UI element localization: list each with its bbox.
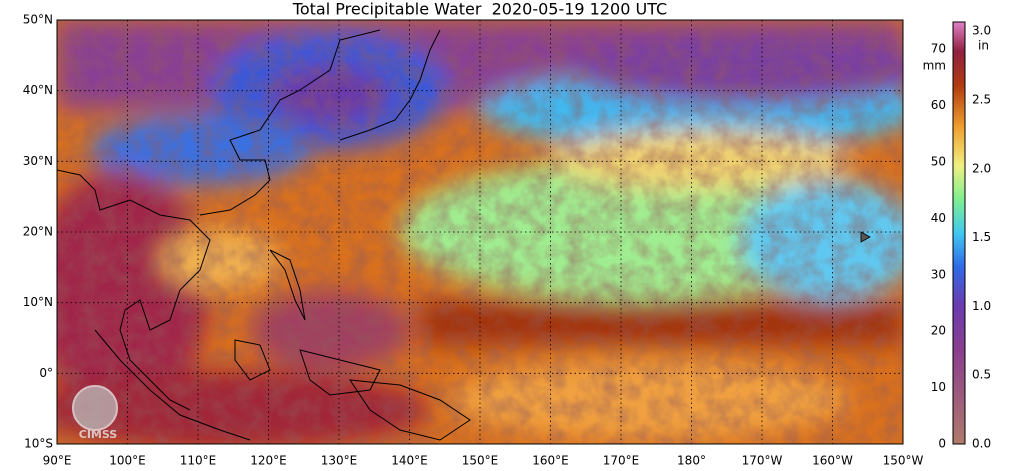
- longitude-label: 150°E: [462, 454, 499, 468]
- in-label: 2.0: [972, 161, 991, 175]
- colorbar-labels: 0 10 20 30 40 50 60 70 mm 0.0 0.5 1.0 1.5 2.0 2.5 3.0in: [923, 24, 991, 451]
- longitude-label: 160°E: [532, 454, 569, 468]
- latitude-label: 40°N: [23, 83, 53, 97]
- cimss-logo: CIMSS: [72, 385, 118, 441]
- longitude-label: 100°E: [109, 454, 146, 468]
- longitude-label: 160°W: [812, 454, 853, 468]
- longitude-label: 130°E: [321, 454, 358, 468]
- mm-label: 40: [931, 211, 946, 225]
- longitude-label: 170°W: [742, 454, 783, 468]
- mm-label: 60: [931, 98, 946, 112]
- in-label: 1.0: [972, 299, 991, 313]
- longitude-labels: 90°E 100°E 110°E 120°E 130°E 140°E 150°E 160°E 1…: [43, 454, 924, 468]
- mm-label: 20: [931, 324, 946, 338]
- in-label: 0.0: [972, 437, 991, 451]
- mm-label: 70: [931, 42, 946, 56]
- longitude-label: 120°E: [250, 454, 287, 468]
- longitude-label: 110°E: [180, 454, 217, 468]
- longitude-label: 170°E: [603, 454, 640, 468]
- mm-label: 50: [931, 155, 946, 169]
- in-label: 2.5: [972, 93, 991, 107]
- longitude-label: 150°W: [883, 454, 924, 468]
- latitude-label: 0°: [39, 366, 53, 380]
- mm-label: 0: [938, 437, 946, 451]
- latitude-label: 10°S: [24, 437, 53, 451]
- mm-label: 10: [931, 380, 946, 394]
- in-label: 1.5: [972, 230, 991, 244]
- in-label: 0.5: [972, 368, 991, 382]
- graticule: [57, 20, 903, 444]
- latitude-labels: 50°N 40°N 30°N 20°N 10°N 0° 10°S: [23, 13, 53, 451]
- longitude-label: 90°E: [43, 454, 72, 468]
- colorbar: [952, 21, 966, 445]
- mm-label: 30: [931, 267, 946, 281]
- map-title: Total Precipitable Water 2020-05-19 1200…: [292, 0, 667, 19]
- latitude-label: 50°N: [23, 13, 53, 27]
- longitude-label: 180°: [677, 454, 706, 468]
- logo-text: CIMSS: [79, 428, 118, 441]
- latitude-label: 10°N: [23, 295, 53, 309]
- latitude-label: 20°N: [23, 225, 53, 239]
- mm-unit: mm: [923, 59, 946, 73]
- in-label: 3.0: [972, 24, 991, 38]
- latitude-label: 30°N: [23, 154, 53, 168]
- in-unit: in: [978, 39, 989, 53]
- longitude-label: 140°E: [391, 454, 428, 468]
